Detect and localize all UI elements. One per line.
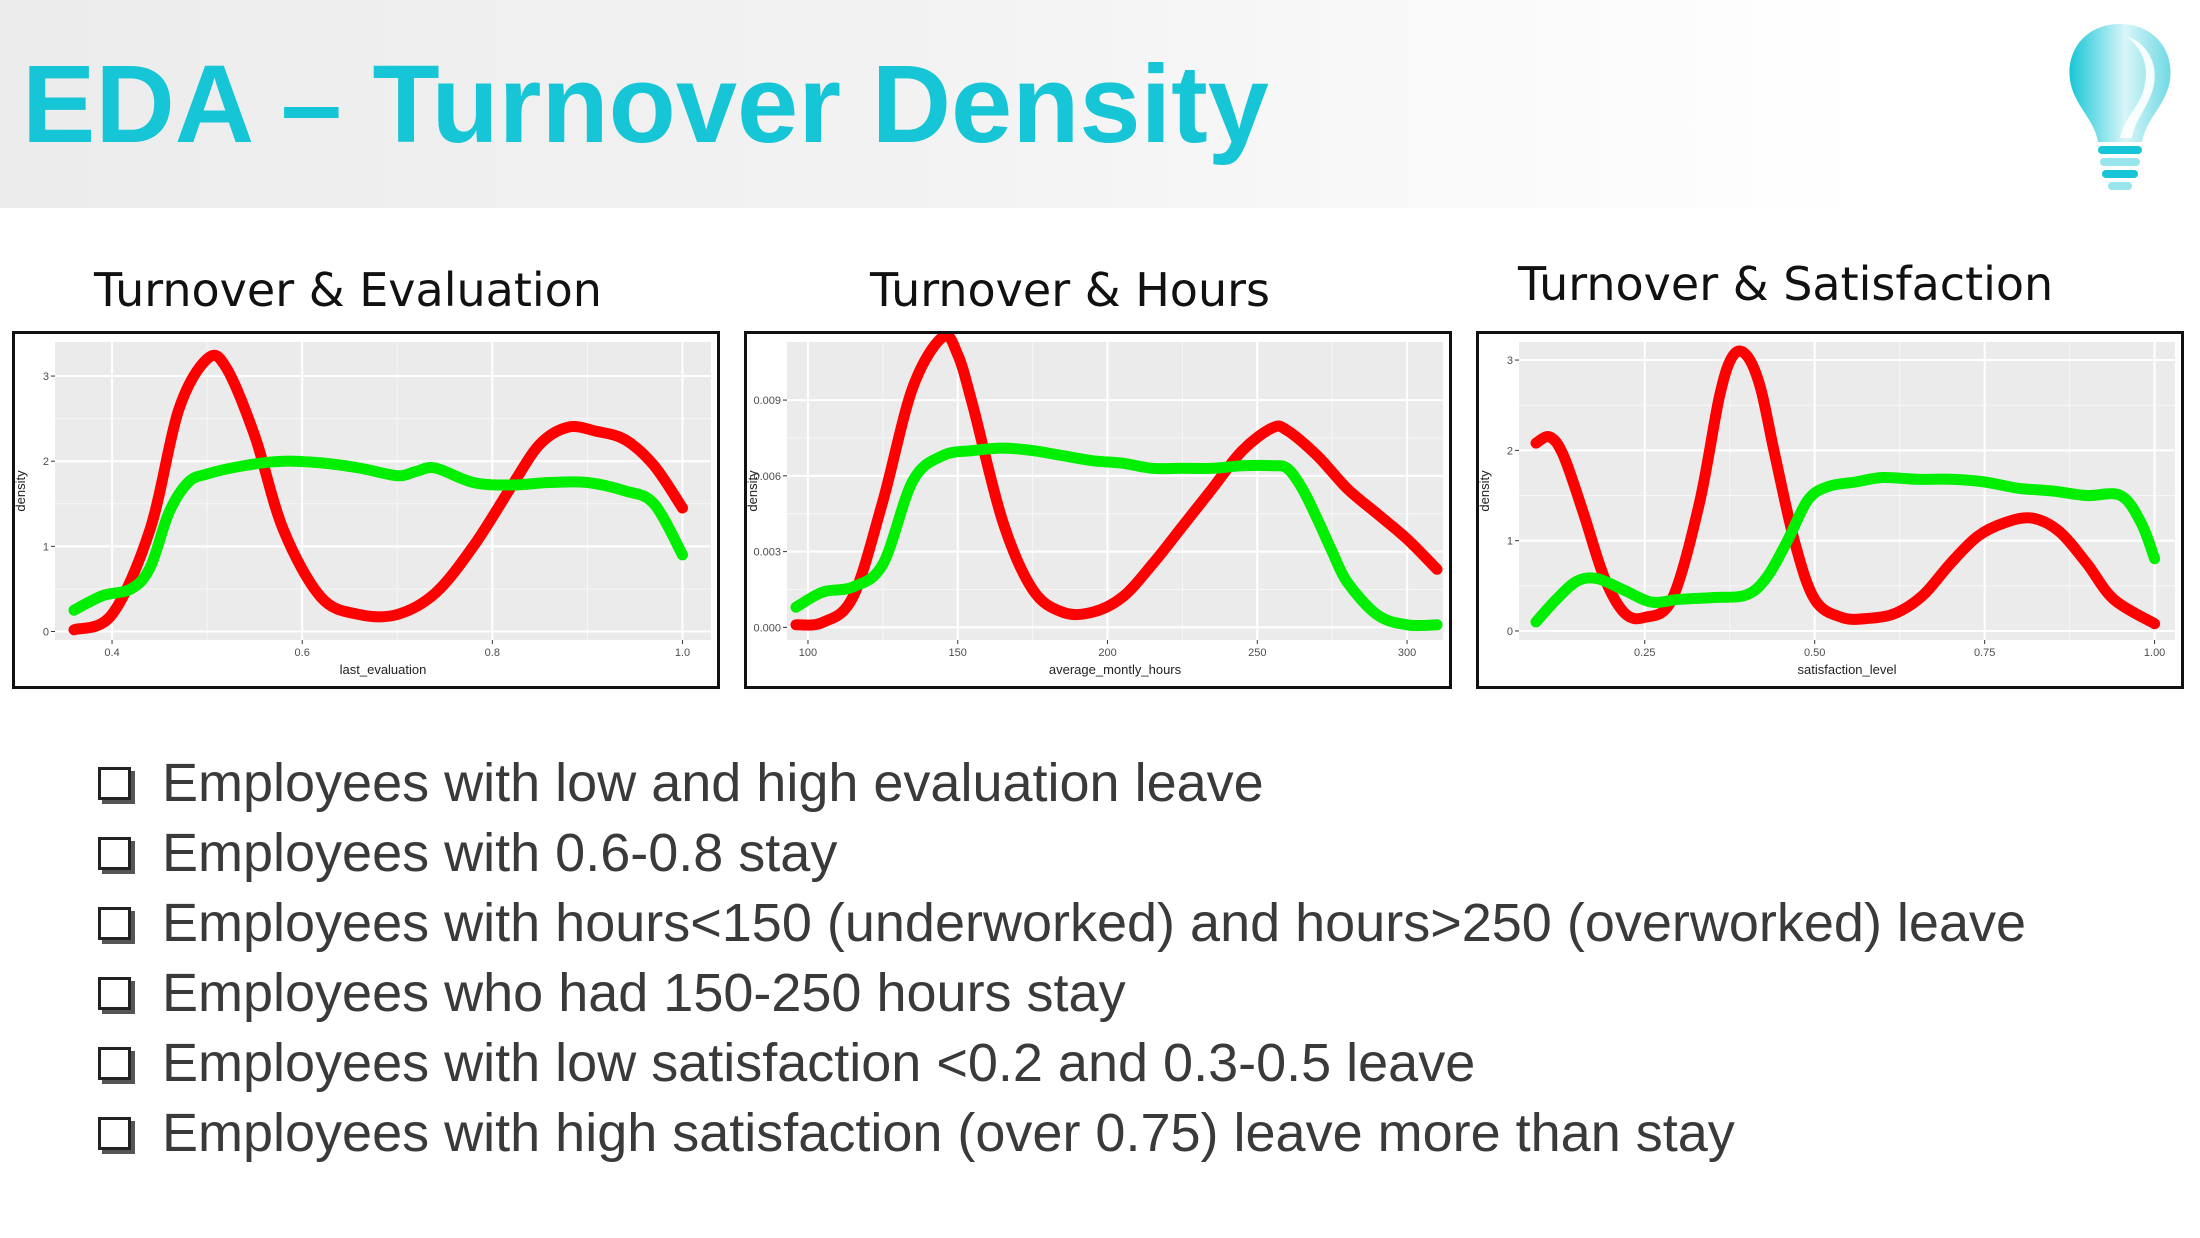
x-axis-label: satisfaction_level bbox=[1798, 662, 1897, 677]
x-tick-label: 0.75 bbox=[1974, 647, 1995, 659]
slide-title: EDA – Turnover Density bbox=[22, 43, 1269, 166]
bullet-text: Employees who had 150-250 hours stay bbox=[162, 963, 1126, 1023]
y-tick-label: 0 bbox=[43, 626, 49, 638]
y-tick-label: 3 bbox=[1507, 355, 1513, 367]
y-tick-label: 0 bbox=[1507, 626, 1513, 638]
bullet-item: Employees with low satisfaction <0.2 and… bbox=[98, 1028, 2026, 1098]
series-line-0 bbox=[68, 349, 688, 636]
series-line-1 bbox=[790, 442, 1443, 632]
x-tick-label: 300 bbox=[1398, 647, 1416, 659]
x-tick-label: 0.8 bbox=[485, 647, 500, 659]
chart-satisfaction: 0.25 0.50 0.75 1.00 0 1 2 3 satisfaction_level de… bbox=[1476, 331, 2184, 689]
bullet-item: Employees who had 150-250 hours stay bbox=[98, 958, 2026, 1028]
bullet-item: Employees with 0.6-0.8 stay bbox=[98, 818, 2026, 888]
checkbox-bullet-icon bbox=[98, 1046, 131, 1080]
y-tick-label: 0.006 bbox=[753, 471, 781, 483]
series-line-0 bbox=[790, 334, 1443, 631]
x-tick-label: 1.0 bbox=[675, 647, 690, 659]
y-tick-label: 1 bbox=[1507, 536, 1513, 548]
series-line-1 bbox=[68, 455, 688, 616]
series-line-0 bbox=[1530, 345, 2161, 630]
y-tick-label: 0.000 bbox=[753, 622, 781, 634]
y-tick-label: 2 bbox=[1507, 445, 1513, 457]
x-axis-label: last_evaluation bbox=[340, 662, 427, 677]
y-axis-label: density bbox=[1479, 470, 1492, 512]
y-tick-label: 0.003 bbox=[753, 547, 781, 559]
y-tick-label: 2 bbox=[43, 456, 49, 468]
checkbox-bullet-icon bbox=[98, 766, 131, 800]
bullet-text: Employees with low satisfaction <0.2 and… bbox=[162, 1033, 1476, 1093]
lightbulb-icon bbox=[2069, 24, 2171, 190]
y-tick-label: 3 bbox=[43, 371, 49, 383]
y-axis-label: density bbox=[15, 470, 28, 512]
bullet-text: Employees with high satisfaction (over 0… bbox=[162, 1103, 1735, 1163]
bullet-text: Employees with hours<150 (underworked) a… bbox=[162, 893, 2027, 953]
x-tick-label: 250 bbox=[1248, 647, 1266, 659]
plot-panel bbox=[787, 342, 1443, 640]
y-tick-label: 1 bbox=[43, 541, 49, 553]
y-axis-label: density bbox=[747, 470, 760, 512]
bullet-text: Employees with low and high evaluation l… bbox=[162, 753, 1264, 813]
chart-hours-svg: 100 150 200 250 300 0.000 0.003 0.006 0.009 avera… bbox=[747, 334, 1443, 677]
series-line-1 bbox=[1530, 471, 2161, 628]
bullet-item: Employees with high satisfaction (over 0… bbox=[98, 1098, 2026, 1168]
chart-satisfaction-svg: 0.25 0.50 0.75 1.00 0 1 2 3 satisfaction_level de… bbox=[1479, 342, 2175, 677]
y-tick-label: 0.009 bbox=[753, 395, 781, 407]
checkbox-bullet-icon bbox=[98, 836, 131, 870]
x-tick-label: 1.00 bbox=[2144, 647, 2165, 659]
x-tick-label: 0.4 bbox=[104, 647, 119, 659]
chart-evaluation: 0.4 0.6 0.8 1.0 0 1 2 3 last_evaluation density bbox=[12, 331, 720, 689]
title-bar bbox=[0, 0, 2200, 208]
bullet-text: Employees with 0.6-0.8 stay bbox=[162, 823, 838, 883]
x-tick-label: 0.50 bbox=[1804, 647, 1825, 659]
chart-evaluation-svg: 0.4 0.6 0.8 1.0 0 1 2 3 last_evaluation density bbox=[15, 342, 711, 677]
bullet-item: Employees with low and high evaluation l… bbox=[98, 748, 2026, 818]
chart-title-hours: Turnover & Hours bbox=[870, 263, 1270, 317]
x-tick-label: 0.25 bbox=[1634, 647, 1655, 659]
checkbox-bullet-icon bbox=[98, 976, 131, 1010]
x-axis-label: average_montly_hours bbox=[1049, 662, 1182, 677]
chart-title-evaluation: Turnover & Evaluation bbox=[94, 263, 602, 317]
x-tick-label: 200 bbox=[1098, 647, 1116, 659]
x-tick-label: 100 bbox=[799, 647, 817, 659]
checkbox-bullet-icon bbox=[98, 1116, 131, 1150]
chart-title-satisfaction: Turnover & Satisfaction bbox=[1518, 257, 2054, 311]
x-tick-label: 150 bbox=[949, 647, 967, 659]
bullet-list: Employees with low and high evaluation l… bbox=[98, 748, 2026, 1168]
bullet-item: Employees with hours<150 (underworked) a… bbox=[98, 888, 2026, 958]
x-tick-label: 0.6 bbox=[295, 647, 310, 659]
chart-hours: 100 150 200 250 300 0.000 0.003 0.006 0.009 avera… bbox=[744, 331, 1452, 689]
checkbox-bullet-icon bbox=[98, 906, 131, 940]
